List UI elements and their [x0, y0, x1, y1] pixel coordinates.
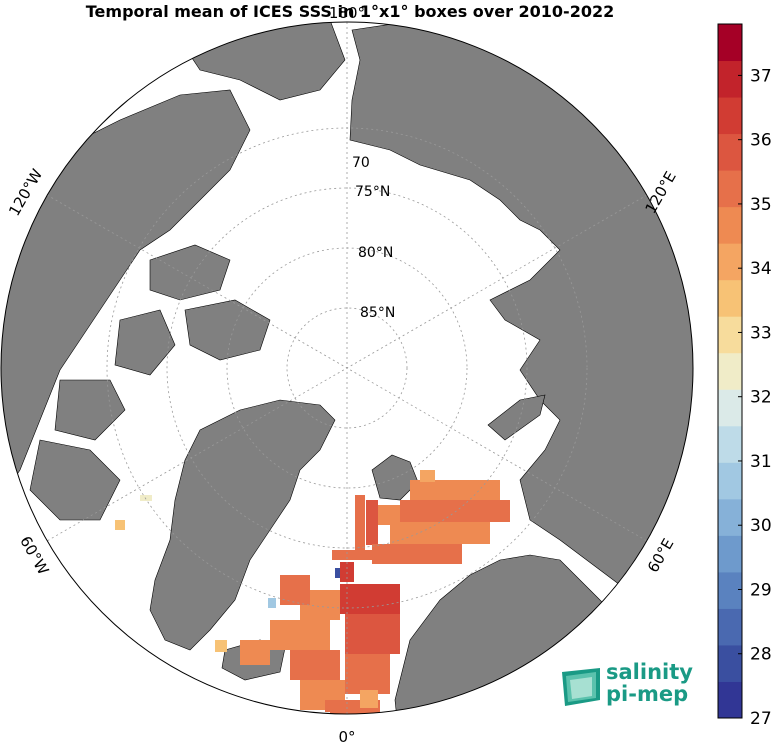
sss-box	[366, 500, 378, 545]
colorbar-tick-label: 35	[750, 195, 772, 215]
map-title: Temporal mean of ICES SSS in 1°x1° boxes…	[85, 2, 615, 21]
land-baffin	[29, 439, 121, 521]
sss-box	[340, 584, 400, 614]
colorbar-segment	[718, 389, 742, 427]
colorbar-segment	[718, 60, 742, 98]
logo-text-pimep: pi-mep	[606, 682, 689, 706]
colorbar-segment	[718, 608, 742, 646]
map-boundary	[0, 21, 694, 715]
colorbar-segment	[718, 24, 742, 62]
sss-box	[355, 495, 365, 550]
lat-label-75: 75°N	[355, 184, 390, 200]
lon-label-0: 0°	[338, 728, 355, 746]
sss-box	[410, 480, 500, 500]
colorbar-tick-label: 33	[750, 323, 772, 343]
sss-box	[115, 520, 125, 530]
land-novaya-zemlya	[487, 394, 546, 441]
lon-label-180: 180°	[329, 4, 365, 22]
colorbar-tick-label: 31	[750, 452, 772, 472]
sss-data	[115, 470, 510, 714]
sss-box	[290, 650, 340, 680]
colorbar-segment	[718, 133, 742, 171]
colorbar-segment	[718, 352, 742, 390]
colorbar-tick-label: 36	[750, 131, 772, 151]
logo-text-salinity: salinity	[606, 660, 693, 684]
colorbar-tick-label: 30	[750, 516, 772, 536]
colorbar-tick-label: 27	[750, 709, 772, 729]
sss-box	[335, 568, 340, 578]
colorbar-tick-label: 28	[750, 645, 772, 665]
land-archipelago-3	[114, 309, 176, 376]
sss-box	[240, 640, 270, 665]
lon-label-120e: 120°E	[641, 168, 679, 216]
colorbar-segment	[718, 535, 742, 573]
sss-box	[390, 522, 490, 544]
parallel-75	[166, 187, 528, 549]
colorbar-tick-label: 29	[750, 580, 772, 600]
colorbar-tick-label: 32	[750, 388, 772, 408]
land-archipelago-2	[184, 299, 271, 361]
sss-box	[345, 614, 400, 654]
colorbar-segment	[718, 243, 742, 281]
sss-box	[420, 470, 435, 482]
sss-box	[332, 550, 374, 560]
land-greenland	[149, 399, 336, 651]
lat-label-85: 85°N	[360, 305, 395, 321]
logo-icon	[562, 668, 600, 706]
sss-box	[360, 690, 378, 708]
colorbar-segment	[718, 425, 742, 463]
lat-label-80: 80°N	[358, 245, 393, 261]
land-archipelago-4	[54, 379, 126, 441]
colorbar-tick-label: 37	[750, 66, 772, 86]
sss-box	[270, 620, 330, 650]
land-archipelago-1	[149, 244, 231, 301]
land-north-america	[1, 89, 251, 501]
meridian-120e-60w	[46, 194, 648, 542]
sss-box	[140, 495, 152, 501]
sss-box	[215, 640, 227, 652]
colorbar-segment	[718, 644, 742, 682]
graticule	[46, 22, 648, 714]
colorbar-segment	[718, 170, 742, 208]
colorbar-segment	[718, 279, 742, 317]
colorbar-segment	[718, 462, 742, 500]
colorbar-segment	[718, 206, 742, 244]
sss-box	[280, 575, 310, 605]
colorbar-segment	[718, 97, 742, 135]
sss-box	[372, 544, 462, 564]
sss-box	[345, 654, 390, 694]
lat-label-70: 70	[352, 155, 370, 171]
colorbar-segment	[718, 316, 742, 354]
colorbar-segment	[718, 498, 742, 536]
lon-label-60e: 60°E	[644, 535, 678, 575]
sss-box	[400, 500, 510, 522]
colorbar-segment	[718, 571, 742, 609]
sss-box	[325, 700, 337, 712]
sss-box	[268, 598, 276, 608]
colorbar: 27 28 29 30 31 32 33 34 35 36 37	[717, 23, 772, 729]
parallel-85	[286, 307, 408, 429]
colorbar-tick-label: 34	[750, 259, 772, 279]
colorbar-segment	[718, 681, 742, 719]
colorbar-frame	[717, 23, 743, 719]
